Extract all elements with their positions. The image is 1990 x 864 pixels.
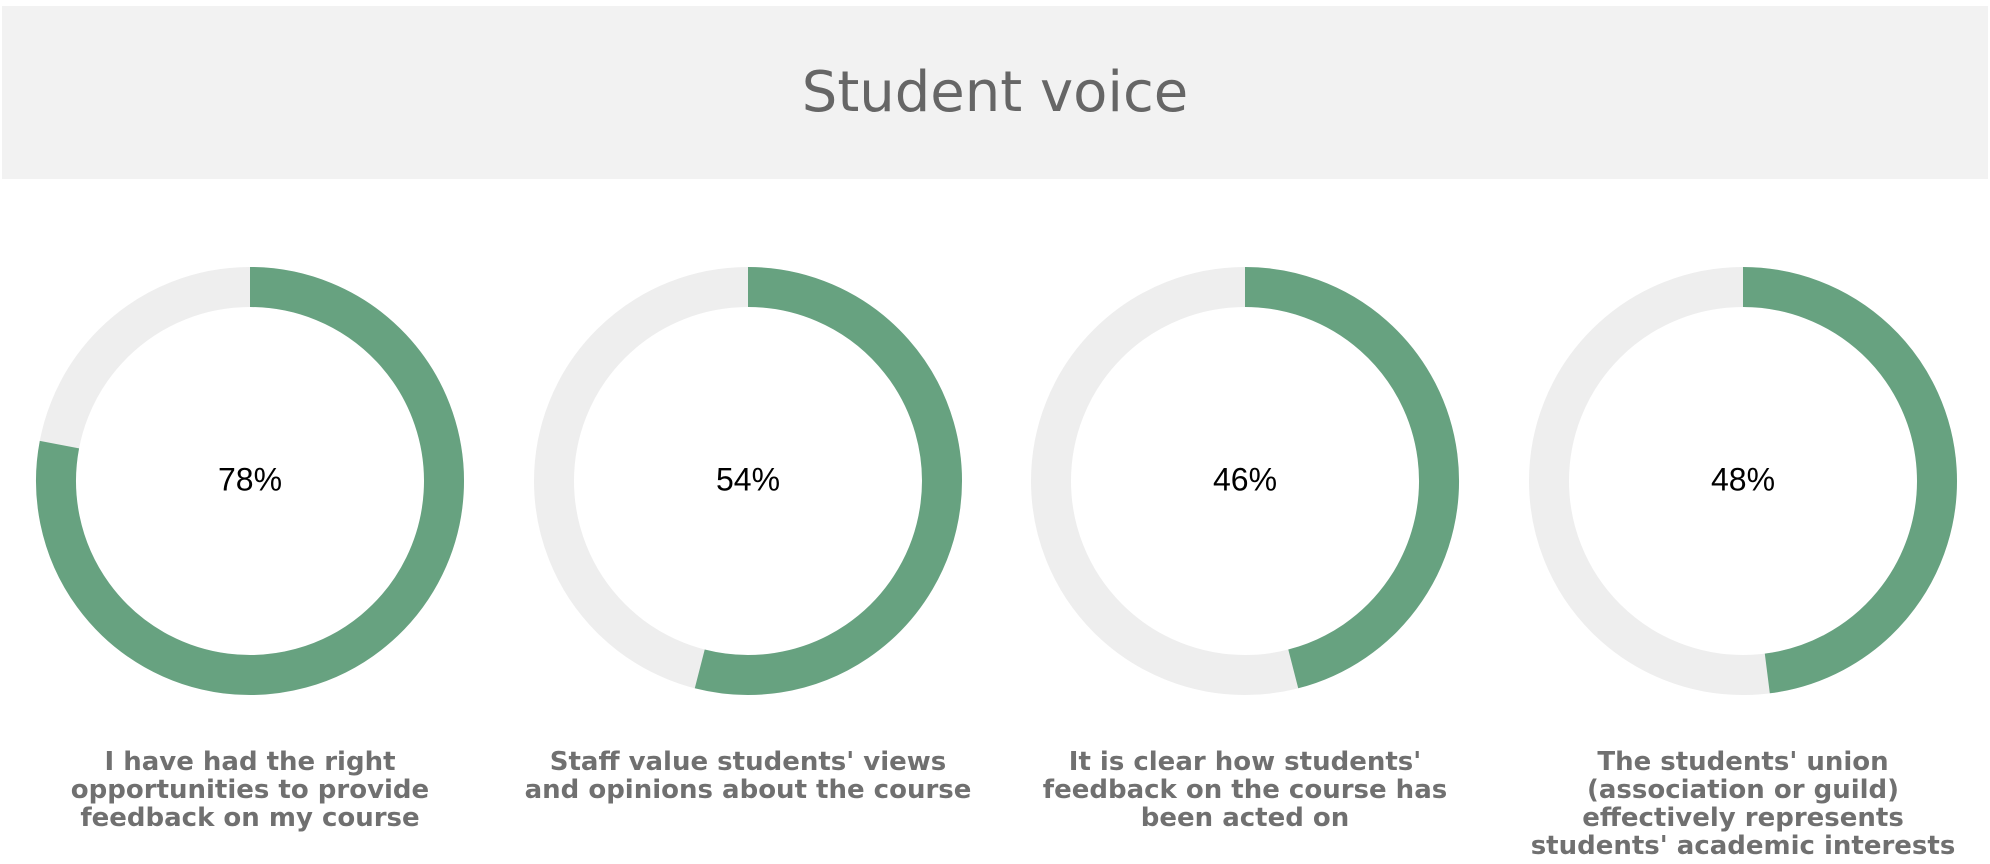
donut-value-arc: [36, 267, 464, 695]
donut-caption: Staff value students' views and opinions…: [524, 747, 972, 805]
donut-caption: It is clear how students' feedback on th…: [1042, 747, 1448, 833]
donut-chart: 48%: [1529, 267, 1957, 695]
donut-chart: 46%: [1031, 267, 1459, 695]
donut-chart: 78%: [36, 267, 464, 695]
donut-chart: 54%: [534, 267, 962, 695]
donut-value-arc: [1244, 267, 1459, 689]
header-banner: Student voice: [2, 6, 1988, 179]
donut-caption: I have had the right opportunities to pr…: [70, 747, 430, 833]
page-title: Student voice: [801, 60, 1189, 125]
donut-value-label: 54%: [716, 461, 780, 497]
donut-value-arc: [694, 267, 962, 695]
donut-value-label: 78%: [218, 461, 282, 497]
donut-value-label: 46%: [1213, 461, 1277, 497]
donut-caption: The students' union (association or guil…: [1530, 747, 1956, 861]
donut-value-label: 48%: [1711, 461, 1775, 497]
donut-value-arc: [1742, 267, 1957, 694]
